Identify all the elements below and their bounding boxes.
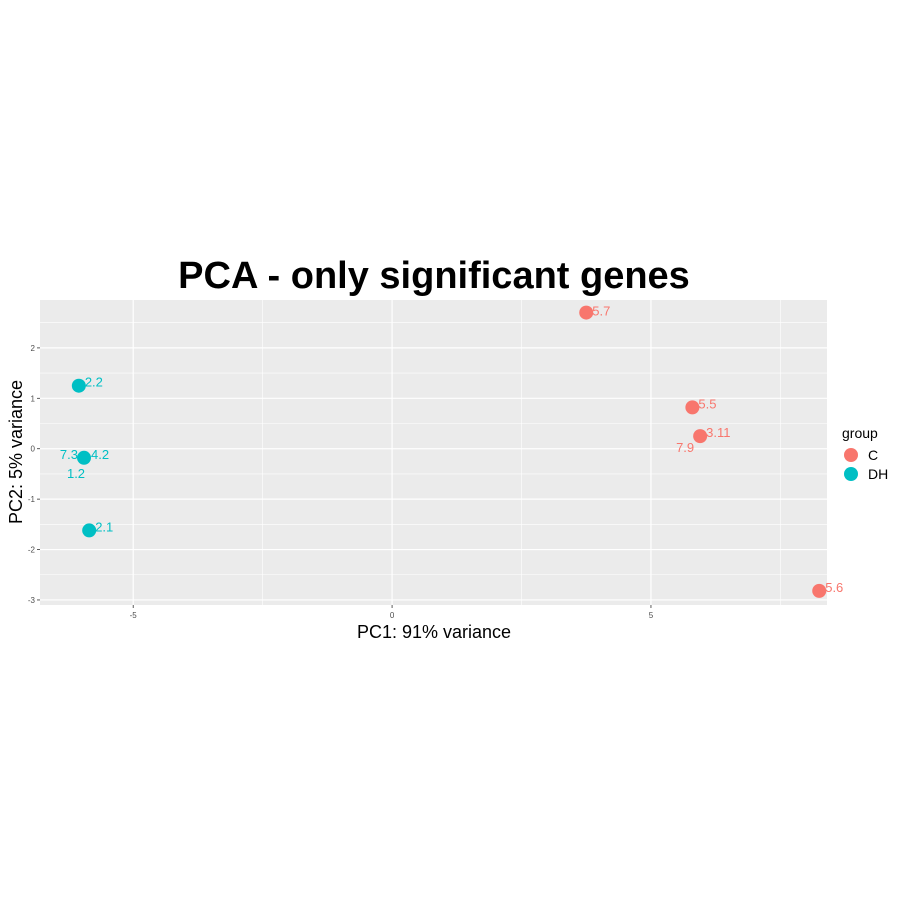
x-tick-label: 5 — [649, 611, 654, 620]
legend: group C DH — [842, 425, 888, 482]
point-label: 5.6 — [825, 580, 843, 595]
y-tick-label: -1 — [28, 495, 36, 504]
legend-title: group — [842, 425, 878, 441]
legend-key-dh — [844, 467, 858, 481]
y-axis-ticks: 2 1 0 -1 -2 -3 — [28, 344, 40, 605]
legend-label-dh: DH — [868, 466, 888, 482]
x-tick-label: 0 — [390, 611, 395, 620]
point-label: 1.2 — [67, 466, 85, 481]
data-point-dh — [71, 378, 86, 393]
data-point-c — [579, 305, 594, 320]
point-label: 3.11 — [706, 425, 730, 440]
y-axis-title: PC2: 5% variance — [6, 380, 26, 524]
chart-title: PCA - only significant genes — [178, 255, 690, 297]
x-axis-ticks: -5 0 5 — [130, 605, 654, 620]
y-tick-label: -3 — [28, 596, 36, 605]
point-label: 7.3 — [60, 447, 78, 462]
legend-key-c — [844, 448, 858, 462]
y-tick-label: 0 — [31, 445, 36, 454]
data-point-dh — [77, 450, 92, 465]
data-point-c — [693, 429, 708, 444]
point-label: 2.1 — [95, 519, 113, 534]
y-tick-label: 1 — [31, 394, 36, 403]
point-labels: 5.7 5.5 3.11 7.9 5.6 2.2 4.2 7.3 1.2 2.1 — [60, 304, 843, 595]
data-point-dh — [82, 523, 97, 538]
point-label: 5.5 — [698, 396, 716, 411]
plot-panel — [40, 300, 827, 605]
data-point-c — [685, 400, 700, 415]
data-points — [71, 305, 827, 598]
y-tick-label: -2 — [28, 546, 36, 555]
point-label: 5.7 — [592, 304, 610, 319]
data-point-c — [812, 583, 827, 598]
y-tick-label: 2 — [31, 344, 36, 353]
point-label: 4.2 — [91, 447, 109, 462]
point-label: 2.2 — [85, 375, 103, 390]
x-tick-label: -5 — [130, 611, 138, 620]
point-label: 7.9 — [676, 440, 694, 455]
grid-lines — [40, 300, 827, 605]
x-axis-title: PC1: 91% variance — [357, 622, 511, 642]
legend-label-c: C — [868, 447, 878, 463]
